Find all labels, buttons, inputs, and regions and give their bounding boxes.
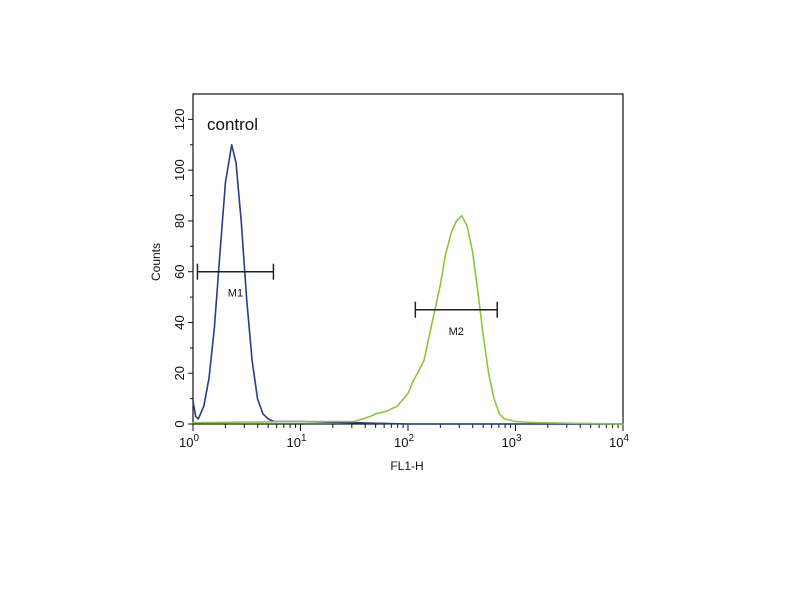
data-point [396,405,398,407]
x-tick-label: 100 [179,433,199,450]
data-point [536,422,538,424]
x-tick-exp: 0 [193,433,199,444]
x-tick-base: 10 [179,435,193,450]
data-point [439,283,441,285]
series-group [192,144,624,425]
data-point [246,299,248,301]
y-axis-label: Counts [149,243,163,281]
data-point [224,182,226,184]
y-tick-label: 80 [172,214,187,228]
data-point [299,420,302,423]
data-point [412,380,414,382]
data-point [353,420,355,423]
data-point [477,291,479,293]
data-point [455,220,458,222]
data-point [197,418,199,420]
marker-label: M2 [449,326,464,338]
data-point [461,215,463,217]
data-point [192,400,194,402]
data-point [385,410,388,412]
x-tick-exp: 4 [623,433,629,444]
y-axis: 0 20 40 60 80 100 120 [172,109,193,428]
y-tick-label: 100 [172,159,187,181]
data-point [219,253,221,255]
data-point [213,326,215,329]
x-tick-base: 10 [609,435,623,450]
data-point [267,418,269,420]
data-point [353,422,355,424]
x-tick-base: 10 [286,435,300,450]
marker-label: M1 [228,288,243,300]
histogram-series-2 [192,215,624,425]
data-point [231,144,233,146]
x-tick-label: 104 [609,433,629,450]
data-point [471,250,474,252]
data-point [487,372,490,374]
x-tick-base: 10 [501,435,515,450]
data-point [375,413,377,415]
data-point [256,398,259,400]
data-point [466,225,468,227]
data-point [235,161,237,164]
data-point [418,370,420,372]
data-point [203,405,205,407]
x-tick-label: 103 [501,433,521,450]
x-tick-exp: 3 [516,433,522,444]
x-tick-label: 101 [286,433,306,450]
data-point [514,420,517,423]
data-point [195,415,197,417]
data-point [428,334,430,336]
plot-frame [192,93,624,425]
data-point [622,423,624,425]
data-point [498,413,500,415]
control-annotation: control [207,115,258,134]
y-tick-label: 120 [172,109,187,131]
markers-group: M1 M2 [196,263,498,338]
data-point [240,222,243,225]
data-point [493,398,495,400]
y-tick-label: 0 [172,420,187,427]
x-axis: 100 101 102 103 104 [179,424,629,450]
data-point [514,423,517,425]
data-point [407,392,409,395]
x-axis-label: FL1-H [390,459,423,473]
data-point [208,377,210,379]
data-point [192,422,194,424]
x-tick-base: 10 [394,435,408,450]
data-point [504,418,506,420]
y-tick-label: 40 [172,315,187,329]
data-point [450,233,452,235]
data-point [262,413,264,415]
data-point [251,359,253,362]
histogram-series-1 [192,144,623,425]
data-point [369,415,372,417]
x-tick-label: 102 [394,433,414,450]
x-tick-exp: 2 [408,433,414,444]
data-point [445,253,447,255]
data-point [482,334,484,336]
data-point [407,423,409,425]
x-tick-exp: 1 [301,433,307,444]
data-point [423,359,425,362]
y-tick-label: 20 [172,366,187,380]
y-tick-label: 60 [172,264,187,278]
